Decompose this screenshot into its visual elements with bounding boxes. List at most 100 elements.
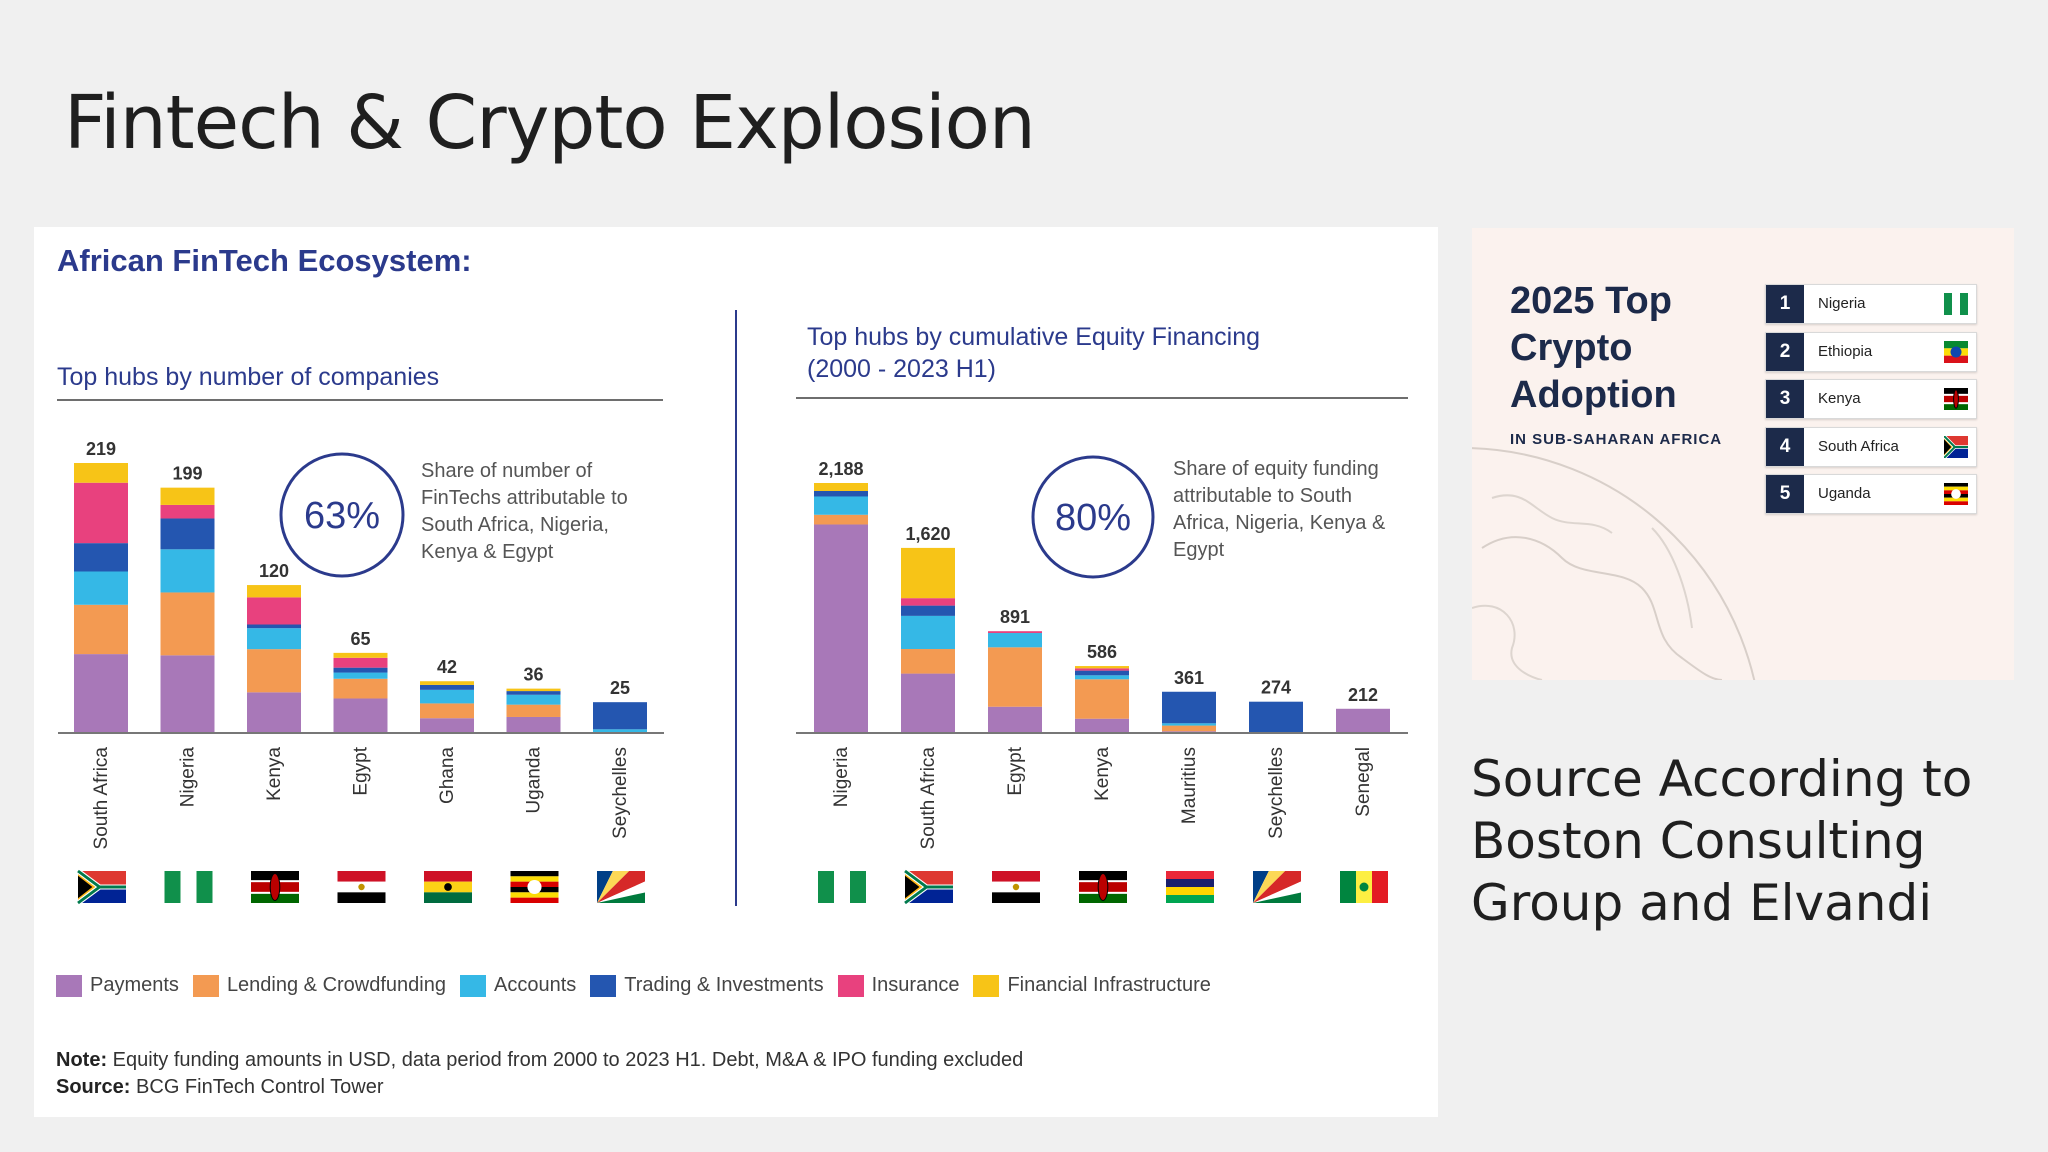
callout-text-line: Africa, Nigeria, Kenya & bbox=[1173, 512, 1386, 534]
chart-divider bbox=[735, 310, 737, 906]
category-label: Egypt bbox=[1005, 746, 1026, 795]
callout-text-line: Kenya & Egypt bbox=[421, 541, 554, 563]
bar-segment-financial-infrastructure-kenya bbox=[247, 585, 301, 598]
bar-segment-lending-crowdfunding-nigeria bbox=[160, 592, 215, 656]
rank-country: Kenya bbox=[1818, 390, 1861, 407]
rank-row-south-africa: 4 South Africa bbox=[1765, 426, 1977, 467]
bar-segment-lending-crowdfunding-south-africa bbox=[74, 604, 128, 655]
chart-1: 219 South Africa 199 Nigeria 120 Kenya 65 Egypt… bbox=[58, 439, 664, 906]
bar-segment-trading-investments-ghana bbox=[420, 684, 474, 690]
rank-number: 3 bbox=[1766, 380, 1804, 418]
bar-segment-trading-investments-south-africa bbox=[74, 543, 128, 572]
total-label: 2,188 bbox=[818, 459, 863, 479]
kenya-flag-icon bbox=[1944, 388, 1968, 410]
crypto-title-line-2: Crypto bbox=[1510, 327, 1633, 369]
bar-segment-lending-crowdfunding-kenya bbox=[247, 649, 301, 693]
bar-segment-payments-kenya bbox=[1075, 718, 1129, 733]
bar-segment-accounts-south-africa bbox=[74, 571, 128, 605]
legend-item-lending-crowdfunding: Lending & Crowdfunding bbox=[192, 974, 446, 997]
bar-segment-lending-crowdfunding-south-africa bbox=[901, 649, 955, 674]
category-label: Uganda bbox=[524, 747, 545, 814]
crypto-title-line-3: Adoption bbox=[1510, 374, 1677, 416]
nigeria-flag-icon bbox=[818, 871, 866, 903]
legend-label: Financial Infrastructure bbox=[1007, 974, 1211, 996]
bar-segment-accounts-nigeria bbox=[160, 549, 215, 593]
source-text: BCG FinTech Control Tower bbox=[136, 1076, 384, 1098]
callout-value: 63% bbox=[304, 495, 380, 537]
category-label: Ghana bbox=[437, 747, 458, 804]
rank-number: 2 bbox=[1766, 332, 1804, 371]
egypt-flag-icon bbox=[337, 871, 386, 903]
crypto-title-line-1: 2025 Top bbox=[1510, 280, 1672, 322]
chart-1-title-rule bbox=[57, 399, 663, 401]
bar-segment-accounts-egypt bbox=[333, 672, 388, 679]
legend-swatch bbox=[973, 974, 1000, 997]
chart-2-title: Top hubs by cumulative Equity Financing … bbox=[807, 321, 1260, 385]
total-label: 1,620 bbox=[905, 524, 950, 544]
rank-number: 1 bbox=[1766, 285, 1804, 323]
legend-item-financial-infrastructure: Financial Infrastructure bbox=[973, 974, 1211, 997]
rank-country: Ethiopia bbox=[1818, 342, 1873, 360]
total-label: 25 bbox=[610, 678, 630, 698]
legend-swatch bbox=[459, 974, 486, 997]
legend-label: Insurance bbox=[871, 974, 960, 996]
bar-segment-financial-infrastructure-nigeria bbox=[160, 487, 215, 505]
callout-text-line: Share of number of bbox=[421, 460, 593, 482]
crypto-subtitle: IN SUB-SAHARAN AFRICA bbox=[1510, 431, 1723, 448]
uganda-flag-icon bbox=[1944, 483, 1968, 505]
bar-segment-accounts-kenya bbox=[247, 628, 301, 650]
nigeria-flag-icon bbox=[1944, 293, 1968, 315]
bar-segment-financial-infrastructure-ghana bbox=[420, 681, 474, 685]
bar-segment-accounts-nigeria bbox=[814, 496, 868, 515]
category-label: Seychelles bbox=[1266, 747, 1287, 839]
callout-text-line: attributable to South bbox=[1173, 485, 1352, 507]
stacked-bar-charts: 219 South Africa 199 Nigeria 120 Kenya 65 Egypt… bbox=[58, 439, 1408, 906]
total-label: 120 bbox=[259, 561, 289, 581]
bar-segment-financial-infrastructure-uganda bbox=[506, 688, 561, 692]
kenya-flag-icon bbox=[251, 871, 299, 903]
bar-segment-lending-crowdfunding-egypt bbox=[988, 647, 1042, 707]
total-label: 891 bbox=[1000, 607, 1030, 627]
bar-segment-insurance-nigeria bbox=[160, 504, 215, 519]
source-label: Source: bbox=[56, 1076, 131, 1098]
total-label: 274 bbox=[1261, 678, 1291, 698]
bar-segment-trading-investments-nigeria bbox=[814, 490, 868, 497]
bar-segment-financial-infrastructure-nigeria bbox=[814, 483, 868, 491]
category-label: South Africa bbox=[918, 747, 939, 850]
bar-segment-trading-investments-egypt bbox=[333, 667, 388, 673]
bar-segment-insurance-kenya bbox=[1075, 668, 1129, 671]
seychelles-flag-icon bbox=[1253, 871, 1301, 903]
legend-item-insurance: Insurance bbox=[837, 974, 960, 997]
rank-row-kenya: 3 Kenya bbox=[1765, 379, 1977, 419]
total-label: 212 bbox=[1348, 685, 1378, 705]
bar-segment-payments-egypt bbox=[333, 698, 388, 733]
south-africa-flag-icon bbox=[1944, 435, 1968, 458]
chart-2-title-rule bbox=[796, 397, 1408, 399]
bar-segment-financial-infrastructure-kenya bbox=[1075, 666, 1129, 669]
bar-segment-trading-investments-south-africa bbox=[901, 605, 955, 616]
rank-row-uganda: 5 Uganda bbox=[1765, 474, 1977, 514]
category-label: Mauritius bbox=[1179, 747, 1200, 824]
bar-segment-accounts-kenya bbox=[1075, 675, 1129, 680]
total-label: 199 bbox=[172, 464, 202, 484]
bar-segment-trading-investments-seychelles bbox=[1249, 701, 1303, 733]
category-label: Seychelles bbox=[610, 747, 631, 839]
callout-text-line: FinTechs attributable to bbox=[421, 487, 628, 509]
bar-segment-payments-nigeria bbox=[814, 524, 868, 733]
bar-segment-accounts-uganda bbox=[506, 694, 561, 705]
bar-segment-lending-crowdfunding-kenya bbox=[1075, 679, 1129, 719]
fintech-ecosystem-panel: African FinTech Ecosystem: Top hubs by n… bbox=[34, 227, 1438, 1117]
callout-circle bbox=[279, 452, 405, 578]
bar-segment-insurance-egypt bbox=[988, 631, 1042, 634]
mauritius-flag-icon bbox=[1166, 871, 1214, 903]
bar-segment-payments-senegal bbox=[1336, 708, 1390, 733]
category-label: South Africa bbox=[91, 747, 112, 850]
callout-text-line: Share of equity funding bbox=[1173, 458, 1379, 480]
legend-label: Payments bbox=[90, 974, 179, 996]
bar-segment-lending-crowdfunding-ghana bbox=[420, 703, 474, 719]
rank-country: Nigeria bbox=[1818, 295, 1866, 312]
category-label: Kenya bbox=[1092, 747, 1113, 801]
legend-item-payments: Payments bbox=[56, 974, 179, 997]
bar-segment-trading-investments-nigeria bbox=[160, 518, 215, 550]
bar-segment-financial-infrastructure-south-africa bbox=[901, 547, 955, 599]
